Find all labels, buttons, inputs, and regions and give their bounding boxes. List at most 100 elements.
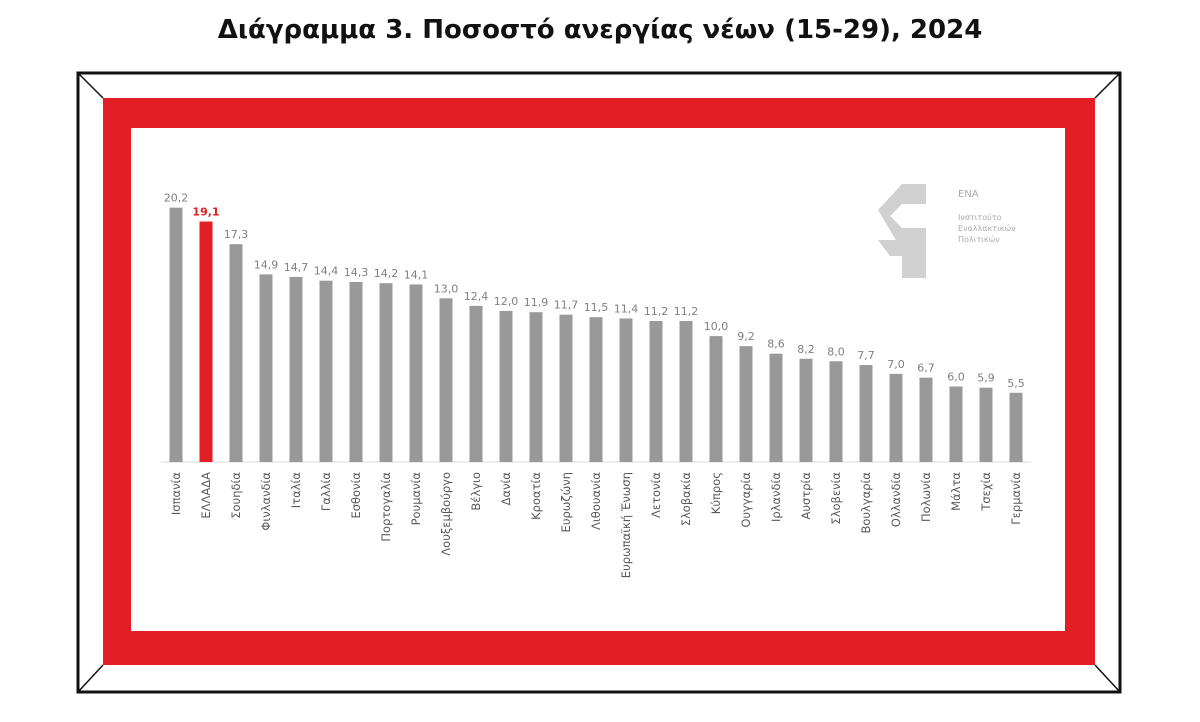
- bar: [649, 320, 663, 462]
- x-tick-label: Τσεχία: [979, 472, 993, 512]
- x-tick-label: Βουλγαρία: [859, 472, 873, 534]
- bar: [709, 336, 723, 462]
- bar: [499, 310, 513, 462]
- frame-corner: [77, 72, 104, 99]
- bar: [1009, 392, 1023, 462]
- x-tick-label: Ιταλία: [289, 472, 303, 509]
- bar: [739, 346, 753, 462]
- bar: [619, 318, 633, 462]
- value-label: 11,4: [614, 302, 639, 315]
- value-label: 10,0: [704, 320, 729, 333]
- logo-text: Εναλλακτικών: [958, 223, 1016, 233]
- bar: [829, 361, 843, 462]
- value-label: 11,2: [644, 305, 669, 318]
- value-label: 6,7: [917, 362, 935, 375]
- x-tick-label: Γαλλία: [319, 472, 333, 511]
- bar: [769, 353, 783, 462]
- x-tick-label: Γερμανία: [1009, 472, 1023, 525]
- x-tick-label: Δανία: [499, 472, 513, 506]
- value-label: 8,0: [827, 345, 845, 358]
- logo-text: Πολιτικών: [958, 234, 1000, 244]
- x-tick-label: Πορτογαλία: [379, 472, 393, 542]
- bar: [229, 244, 243, 462]
- x-tick-label: Ευρωζώνη: [559, 472, 573, 532]
- value-label: 8,6: [767, 338, 785, 351]
- value-label: 13,0: [434, 282, 459, 295]
- logo-text: Ινστιτούτο: [958, 212, 1002, 222]
- x-tick-label: Φινλανδία: [259, 472, 273, 531]
- bar: [169, 207, 183, 462]
- bar: [319, 280, 333, 462]
- bar: [919, 377, 933, 462]
- value-label: 8,2: [797, 343, 815, 356]
- x-tick-label: Ισπανία: [169, 472, 183, 515]
- x-tick-label: Κροατία: [529, 472, 543, 520]
- value-label: 5,5: [1007, 377, 1025, 390]
- bar: [559, 314, 573, 462]
- bar: [379, 283, 393, 462]
- value-label: 20,2: [164, 192, 189, 205]
- bar: [799, 358, 813, 462]
- chart-title: Διάγραμμα 3. Ποσοστό ανεργίας νέων (15-2…: [218, 15, 983, 45]
- x-tick-label: ΕΛΛΑΔΑ: [199, 472, 213, 519]
- value-label: 11,5: [584, 301, 609, 314]
- x-tick-label: Σλοβενία: [829, 472, 843, 525]
- value-label: 6,0: [947, 370, 965, 383]
- value-label: 11,9: [524, 296, 549, 309]
- x-tick-label: Λουξεμβούργο: [439, 472, 453, 556]
- value-label: 12,0: [494, 295, 519, 308]
- logo: [878, 184, 926, 278]
- x-tick-label: Ιρλανδία: [769, 472, 783, 522]
- frame-corner: [1094, 664, 1121, 693]
- x-tick-label: Πολωνία: [919, 472, 933, 522]
- bar: [469, 305, 483, 462]
- bar: [859, 365, 873, 462]
- value-label: 14,7: [284, 261, 309, 274]
- bar: [199, 221, 213, 462]
- value-label: 7,7: [857, 349, 875, 362]
- value-label: 17,3: [224, 228, 249, 241]
- value-label: 7,0: [887, 358, 905, 371]
- value-label: 14,9: [254, 258, 279, 271]
- frame-corner: [77, 664, 104, 693]
- bar: [439, 298, 453, 462]
- logo-shape: [878, 184, 926, 240]
- x-tick-label: Εσθονία: [349, 472, 363, 519]
- value-label: 12,4: [464, 290, 489, 303]
- x-tick-label: Λετονία: [649, 472, 663, 518]
- x-tick-label: Ουγγαρία: [739, 472, 753, 528]
- value-label: 14,2: [374, 267, 399, 280]
- x-tick-label: Λιθουανία: [589, 472, 603, 530]
- logo-shape: [878, 240, 926, 278]
- x-tick-label: Ευρωπαϊκή Ένωση: [619, 472, 633, 578]
- bar: [529, 312, 543, 462]
- value-label: 14,4: [314, 265, 339, 278]
- bar: [289, 276, 303, 462]
- x-tick-label: Σλοβακία: [679, 472, 693, 527]
- bar: [889, 373, 903, 462]
- x-tick-label: Αυστρία: [799, 472, 813, 520]
- value-label: 9,2: [737, 330, 755, 343]
- x-tick-label: Βέλγιο: [469, 472, 483, 511]
- value-label: 11,7: [554, 299, 579, 312]
- value-label: 5,9: [977, 372, 995, 385]
- x-tick-label: Σουηδία: [229, 472, 243, 519]
- logo-name: ΕΝΑ: [958, 189, 979, 200]
- frame-corner: [1094, 72, 1121, 99]
- bar: [979, 387, 993, 462]
- x-tick-label: Κύπρος: [709, 472, 723, 514]
- bar: [679, 320, 693, 462]
- bar: [409, 284, 423, 462]
- x-tick-label: Ολλανδία: [889, 472, 903, 528]
- value-label: 14,1: [404, 268, 429, 281]
- x-tick-label: Ρουμανία: [409, 472, 423, 526]
- bar: [259, 274, 273, 462]
- bar: [349, 281, 363, 462]
- bar: [949, 386, 963, 462]
- bar: [589, 317, 603, 462]
- x-tick-label: Μάλτα: [949, 472, 963, 511]
- value-label: 19,1: [192, 206, 219, 219]
- value-label: 11,2: [674, 305, 699, 318]
